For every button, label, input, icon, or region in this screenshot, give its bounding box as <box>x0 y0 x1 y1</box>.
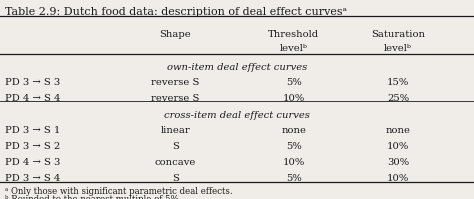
Text: concave: concave <box>155 158 196 167</box>
Text: 10%: 10% <box>387 142 409 151</box>
Text: S: S <box>172 174 179 183</box>
Text: own-item deal effect curves: own-item deal effect curves <box>167 63 307 72</box>
Text: 5%: 5% <box>286 78 302 87</box>
Text: 10%: 10% <box>283 158 305 167</box>
Text: cross-item deal effect curves: cross-item deal effect curves <box>164 111 310 120</box>
Text: PD 3 → S 1: PD 3 → S 1 <box>5 126 60 135</box>
Text: levelᵇ: levelᵇ <box>280 44 308 53</box>
Text: PD 3 → S 3: PD 3 → S 3 <box>5 78 60 87</box>
Text: 15%: 15% <box>387 78 409 87</box>
Text: PD 3 → S 4: PD 3 → S 4 <box>5 174 60 183</box>
Text: PD 4 → S 4: PD 4 → S 4 <box>5 94 60 102</box>
Text: ᵇ Rounded to the nearest multiple of 5%.: ᵇ Rounded to the nearest multiple of 5%. <box>5 195 182 199</box>
Text: PD 4 → S 3: PD 4 → S 3 <box>5 158 60 167</box>
Text: reverse S: reverse S <box>151 94 200 102</box>
Text: 10%: 10% <box>387 174 409 183</box>
Text: Threshold: Threshold <box>268 30 319 39</box>
Text: 5%: 5% <box>286 174 302 183</box>
Text: 5%: 5% <box>286 142 302 151</box>
Text: S: S <box>172 142 179 151</box>
Text: PD 3 → S 2: PD 3 → S 2 <box>5 142 60 151</box>
Text: none: none <box>282 126 306 135</box>
Text: Saturation: Saturation <box>371 30 425 39</box>
Text: linear: linear <box>161 126 190 135</box>
Text: 30%: 30% <box>387 158 409 167</box>
Text: reverse S: reverse S <box>151 78 200 87</box>
Text: ᵃ Only those with significant parametric deal effects.: ᵃ Only those with significant parametric… <box>5 187 232 196</box>
Text: none: none <box>386 126 410 135</box>
Text: Shape: Shape <box>160 30 191 39</box>
Text: 10%: 10% <box>283 94 305 102</box>
Text: 25%: 25% <box>387 94 409 102</box>
Text: levelᵇ: levelᵇ <box>384 44 412 53</box>
Text: Table 2.9: Dutch food data: description of deal effect curvesᵃ: Table 2.9: Dutch food data: description … <box>5 7 347 17</box>
